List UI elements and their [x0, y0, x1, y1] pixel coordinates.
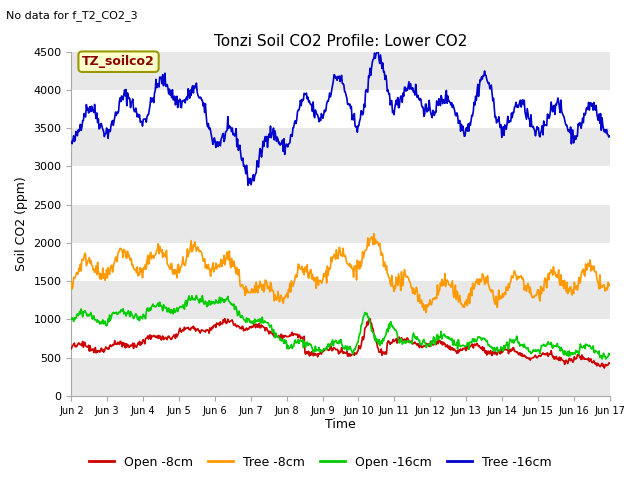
Title: Tonzi Soil CO2 Profile: Lower CO2: Tonzi Soil CO2 Profile: Lower CO2	[214, 34, 467, 49]
Bar	[72, 204, 609, 243]
Y-axis label: Soil CO2 (ppm): Soil CO2 (ppm)	[15, 177, 28, 271]
Legend: Open -8cm, Tree -8cm, Open -16cm, Tree -16cm: Open -8cm, Tree -8cm, Open -16cm, Tree -…	[84, 451, 556, 474]
Bar	[72, 52, 609, 90]
Bar	[72, 128, 609, 167]
Bar	[72, 281, 609, 319]
Bar	[72, 358, 609, 396]
X-axis label: Time: Time	[325, 419, 356, 432]
Text: TZ_soilco2: TZ_soilco2	[82, 55, 155, 68]
Text: No data for f_T2_CO2_3: No data for f_T2_CO2_3	[6, 10, 138, 21]
